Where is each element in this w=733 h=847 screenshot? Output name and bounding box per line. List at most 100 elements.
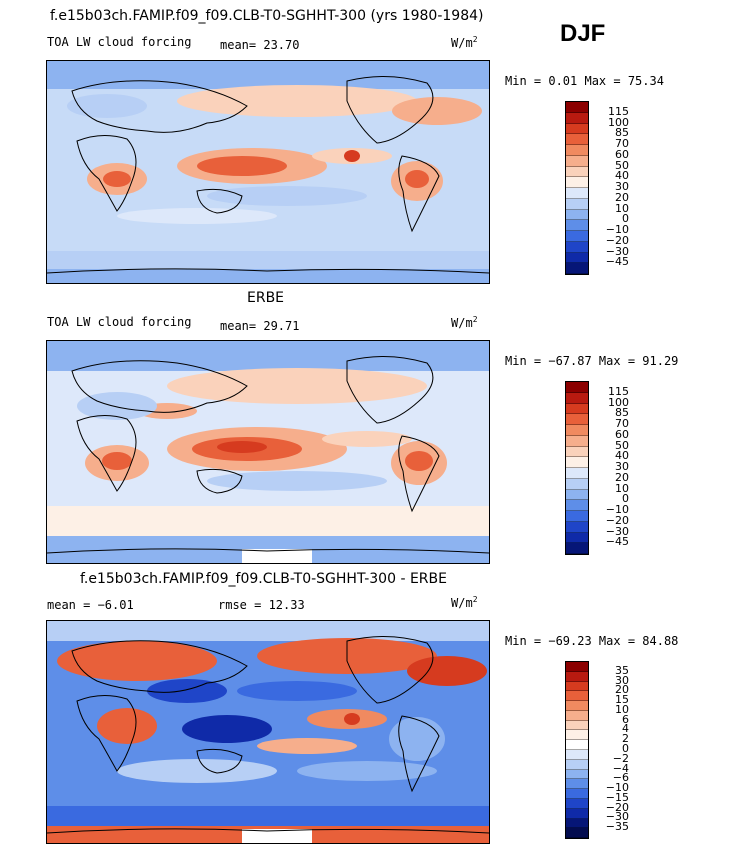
colorbar-tick-label: 50 (615, 438, 629, 452)
colorbar-tick-label: 20 (615, 683, 629, 697)
colorbar-swatch (566, 489, 588, 501)
colorbar-swatch (566, 166, 588, 178)
colorbar-swatch (566, 188, 588, 199)
colorbar-tick-label: −6 (612, 771, 629, 785)
colorbar-swatch (566, 789, 588, 799)
colorbar-tick-label: 0 (622, 492, 629, 506)
colorbar-swatch (566, 231, 588, 242)
colorbar-swatch (566, 425, 588, 436)
panel1-field-label: TOA LW cloud forcing (47, 35, 192, 49)
colorbar-swatch (566, 818, 588, 829)
colorbar-swatch (566, 177, 588, 188)
colorbar-tick-label: 50 (615, 158, 629, 172)
panel1-colorbar (565, 101, 589, 275)
colorbar-tick-label: 100 (608, 395, 629, 409)
colorbar-tick-label: −2 (612, 751, 629, 765)
colorbar-swatch (566, 198, 588, 210)
colorbar-swatch (566, 112, 588, 124)
colorbar-tick-label: −4 (612, 761, 629, 775)
colorbar-swatch (566, 798, 588, 809)
colorbar-swatch (566, 521, 588, 533)
colorbar-swatch (566, 769, 588, 780)
colorbar-tick-label: 115 (608, 104, 629, 118)
colorbar-swatch (566, 446, 588, 458)
colorbar-swatch (566, 478, 588, 490)
colorbar-tick-label: 60 (615, 147, 629, 161)
panel2-units: W/m2 (451, 315, 478, 330)
colorbar-swatch (566, 808, 588, 819)
colorbar-swatch (566, 750, 588, 760)
panel3-colorbar-labels: 35 30 20 15 10 6 4 2 0 −2 −4 −6 −10 −15 −20 −30 −35 (595, 661, 635, 837)
colorbar-tick-label: −30 (605, 524, 629, 538)
colorbar-tick-label: 115 (608, 384, 629, 398)
colorbar-swatch (566, 468, 588, 479)
colorbar-tick-label: −45 (605, 255, 629, 269)
colorbar-tick-label: 30 (615, 460, 629, 473)
panel1-units: W/m2 (451, 35, 478, 50)
panel3-rmse: rmse = 12.33 (218, 598, 305, 612)
colorbar-swatch (566, 241, 588, 253)
colorbar-tick-label: 10 (615, 481, 629, 495)
colorbar-swatch (566, 532, 588, 544)
colorbar-swatch (566, 155, 588, 167)
panel3-minmax: Min = −69.23 Max = 84.88 (505, 634, 679, 648)
colorbar-tick-label: 20 (615, 470, 629, 484)
colorbar-tick-label: 85 (615, 126, 629, 140)
colorbar-swatch (566, 543, 588, 554)
colorbar-tick-label: 2 (622, 732, 629, 746)
colorbar-swatch (566, 414, 588, 425)
panel3-colorbar (565, 661, 589, 839)
colorbar-tick-label: 4 (622, 722, 629, 736)
colorbar-tick-label: −20 (605, 800, 629, 814)
season-label: DJF (560, 20, 606, 47)
panel1-title: f.e15b03ch.FAMIP.f09_f09.CLB-T0-SGHHT-30… (50, 8, 484, 24)
panel2-colorbar-labels: 115 100 85 70 60 50 40 30 20 10 0 −10 −20 −30 −45 (595, 381, 635, 553)
colorbar-tick-label: −45 (605, 535, 629, 549)
colorbar-swatch (566, 220, 588, 231)
colorbar-swatch (566, 134, 588, 145)
colorbar-swatch (566, 662, 588, 672)
colorbar-tick-label: −20 (605, 513, 629, 527)
panel3-units: W/m2 (451, 595, 478, 610)
panel1-mean: mean= 23.70 (220, 38, 300, 52)
colorbar-tick-label: 15 (615, 693, 629, 707)
colorbar-tick-label: 0 (622, 212, 629, 226)
colorbar-swatch (566, 779, 588, 790)
colorbar-swatch (566, 691, 588, 702)
panel3-mean: mean = −6.01 (47, 598, 134, 612)
colorbar-swatch (566, 681, 588, 692)
panel3-map (46, 620, 490, 844)
colorbar-swatch (566, 500, 588, 511)
colorbar-tick-label: 20 (615, 190, 629, 204)
colorbar-swatch (566, 102, 588, 113)
colorbar-swatch (566, 392, 588, 404)
colorbar-tick-label: 30 (615, 673, 629, 687)
panel2-colorbar (565, 381, 589, 555)
colorbar-swatch (566, 701, 588, 711)
colorbar-tick-label: −15 (605, 790, 629, 804)
colorbar-tick-label: 40 (615, 449, 629, 463)
colorbar-swatch (566, 457, 588, 468)
colorbar-tick-label: 10 (615, 702, 629, 716)
colorbar-tick-label: −30 (605, 810, 629, 824)
colorbar-tick-label: 70 (615, 137, 629, 150)
colorbar-tick-label: 70 (615, 417, 629, 430)
colorbar-tick-label: −30 (605, 244, 629, 258)
panel2-minmax: Min = −67.87 Max = 91.29 (505, 354, 679, 368)
colorbar-tick-label: 40 (615, 169, 629, 183)
panel2-title: ERBE (247, 290, 285, 306)
colorbar-swatch (566, 740, 588, 751)
colorbar-tick-label: −10 (605, 223, 629, 236)
colorbar-tick-label: −35 (605, 820, 629, 834)
colorbar-tick-label: 85 (615, 406, 629, 420)
colorbar-tick-label: 35 (615, 663, 629, 677)
colorbar-tick-label: 6 (622, 712, 629, 726)
colorbar-tick-label: −10 (605, 781, 629, 795)
colorbar-swatch (566, 263, 588, 274)
colorbar-swatch (566, 403, 588, 415)
colorbar-swatch (566, 759, 588, 770)
colorbar-swatch (566, 671, 588, 682)
colorbar-tick-label: 10 (615, 201, 629, 215)
colorbar-swatch (566, 252, 588, 264)
panel1-colorbar-labels: 115 100 85 70 60 50 40 30 20 10 0 −10 −20 −30 −45 (595, 101, 635, 273)
